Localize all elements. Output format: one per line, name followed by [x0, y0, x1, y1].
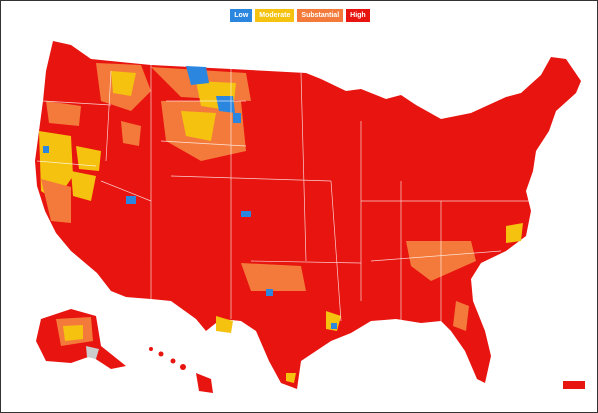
state-borders — [36, 65, 531, 322]
alaska-patch — [63, 325, 83, 341]
puerto-rico — [563, 381, 585, 389]
legend-item[interactable]: Moderate — [255, 9, 295, 22]
alaska-patch — [86, 346, 99, 359]
legend: Low Moderate Substantial High — [1, 9, 597, 22]
county-patches — [39, 63, 523, 383]
legend-item[interactable]: Substantial — [297, 9, 344, 22]
legend-item[interactable]: High — [346, 9, 370, 22]
legend-item[interactable]: Low — [230, 9, 253, 22]
hawaii — [149, 347, 213, 393]
